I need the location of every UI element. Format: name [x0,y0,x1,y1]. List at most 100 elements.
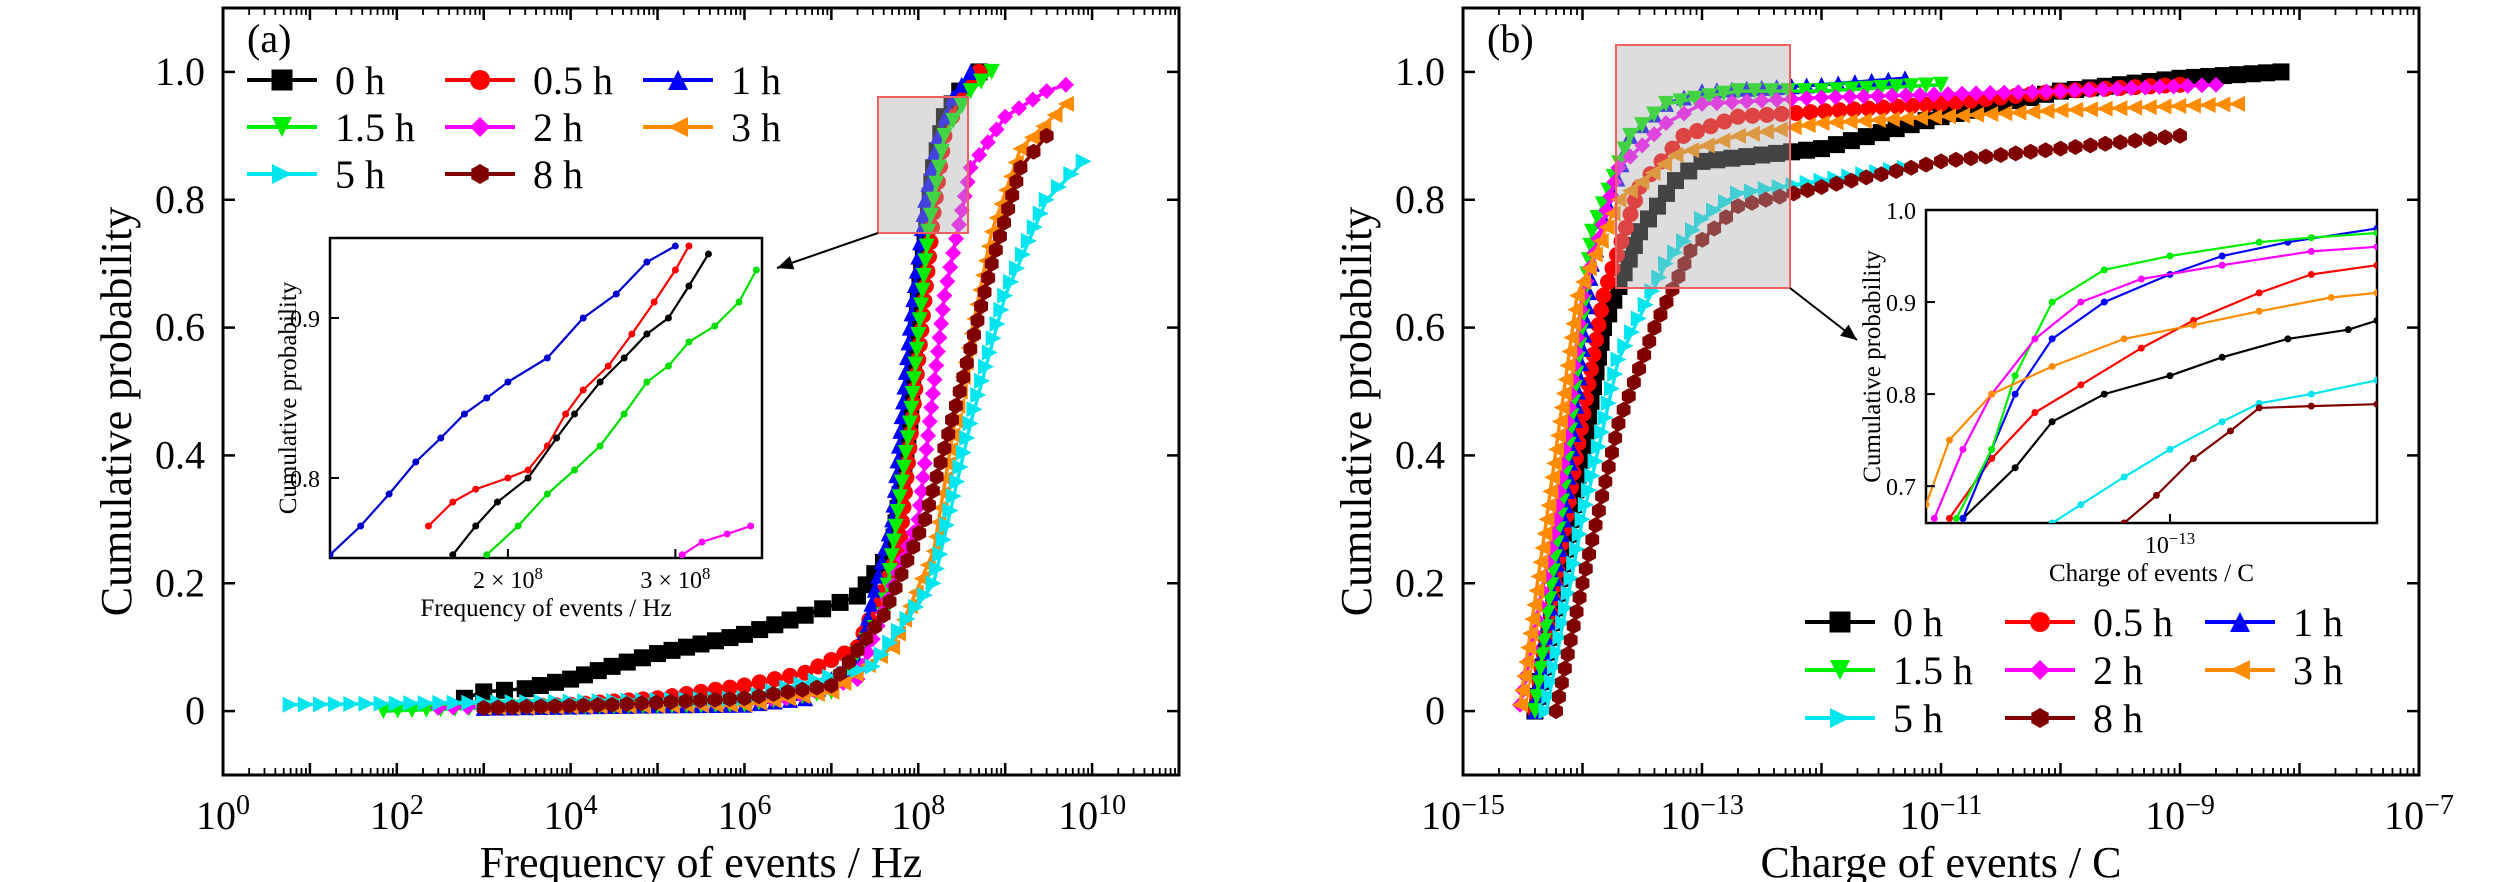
legend-label: 8 h [533,152,583,197]
inset-data-point [472,485,480,493]
inset-data-point [1988,455,1996,463]
data-point [2151,79,2168,96]
data-point [1683,142,1700,159]
inset-data-point [543,490,551,498]
data-point [949,473,966,490]
data-point [766,616,784,634]
legend-marker [272,117,292,137]
data-point [2272,63,2290,81]
data-point [901,415,918,432]
legend-item: 1.5 h [1805,648,1973,693]
x-tick-label: 10−15 [1421,790,1505,839]
data-point [1831,102,1848,119]
data-point [928,357,945,374]
data-point [1038,191,1055,208]
data-point [988,242,1003,258]
inset-data-point [2100,298,2108,306]
data-point [1020,232,1037,249]
data-point [1582,546,1596,563]
inset-data-point [685,282,693,290]
data-point [859,630,874,647]
data-point [1057,95,1074,112]
data-point [850,642,865,659]
inset-data-point [2307,390,2315,398]
data-point [1745,194,1759,211]
data-point [1534,539,1551,556]
data-point [1541,688,1558,705]
inset-data-point [711,322,719,330]
x-tick-label: 10−9 [2145,790,2215,839]
data-point [2126,99,2143,116]
legend-marker [470,70,490,90]
data-point [1569,287,1586,304]
data-point [603,657,621,675]
data-point [1622,206,1639,223]
data-point [1601,459,1616,475]
inset-data-point [553,434,561,442]
y-tick-label: 0.4 [1395,432,1445,477]
data-point [1753,92,1770,109]
data-point [882,634,899,651]
data-point [916,455,933,472]
data-point [1911,109,1928,126]
legend-label: 2 h [2093,648,2143,693]
data-point [2170,98,2187,115]
data-point [693,692,708,709]
legend-marker [471,164,489,184]
data-point [1872,124,1890,142]
data-point [737,690,752,707]
data-point [1039,127,1054,144]
y-tick-label: 0.8 [155,177,205,222]
data-point [1940,108,1957,125]
data-point [476,699,491,716]
data-point [833,665,847,682]
data-point [1608,430,1623,446]
data-point [1618,219,1635,236]
data-point [619,696,634,712]
inset-data-point [385,490,393,498]
data-point [1038,83,1055,100]
y-tick-label: 0.2 [155,560,205,605]
data-point [721,629,739,647]
inset-data-point [2120,335,2128,343]
data-point [953,98,970,115]
inset-data-point [2031,335,2039,343]
data-point [1046,107,1063,124]
data-point [1616,141,1633,158]
inset-data-point [2031,409,2039,417]
data-point [1566,555,1583,572]
zoom-arrow [776,232,879,269]
data-point [876,607,891,624]
data-point [993,301,1010,318]
data-point [1680,162,1698,180]
inset-data-point [449,498,457,506]
legend-item: 1 h [2205,600,2343,645]
data-point [1544,469,1561,486]
inset-data-point [650,298,658,306]
data-point [962,159,979,176]
data-point [1593,302,1610,319]
data-point [910,326,927,343]
data-point [1567,301,1584,318]
inset-series-3h [1926,289,2377,509]
inset-x-axis-title: Charge of events / C [2049,560,2254,587]
data-point [1613,233,1630,250]
inset-series-line [451,253,710,556]
data-point [942,502,959,519]
data-point [1729,185,1746,202]
inset-data-point [747,522,755,530]
legend-marker [668,70,688,90]
inset-data-point [2100,390,2108,398]
data-point [1949,151,1963,168]
x-tick-label: 10−11 [1900,790,1983,839]
data-point [1561,343,1578,360]
data-point [1729,83,1746,100]
data-point [752,688,766,705]
zoom-arrowhead [777,256,795,270]
data-point [934,301,951,318]
data-point [1617,337,1634,354]
inset-series-1h [330,242,679,558]
data-point [2137,79,2154,96]
legend-item: 5 h [1805,696,1943,741]
data-point [1603,380,1620,397]
